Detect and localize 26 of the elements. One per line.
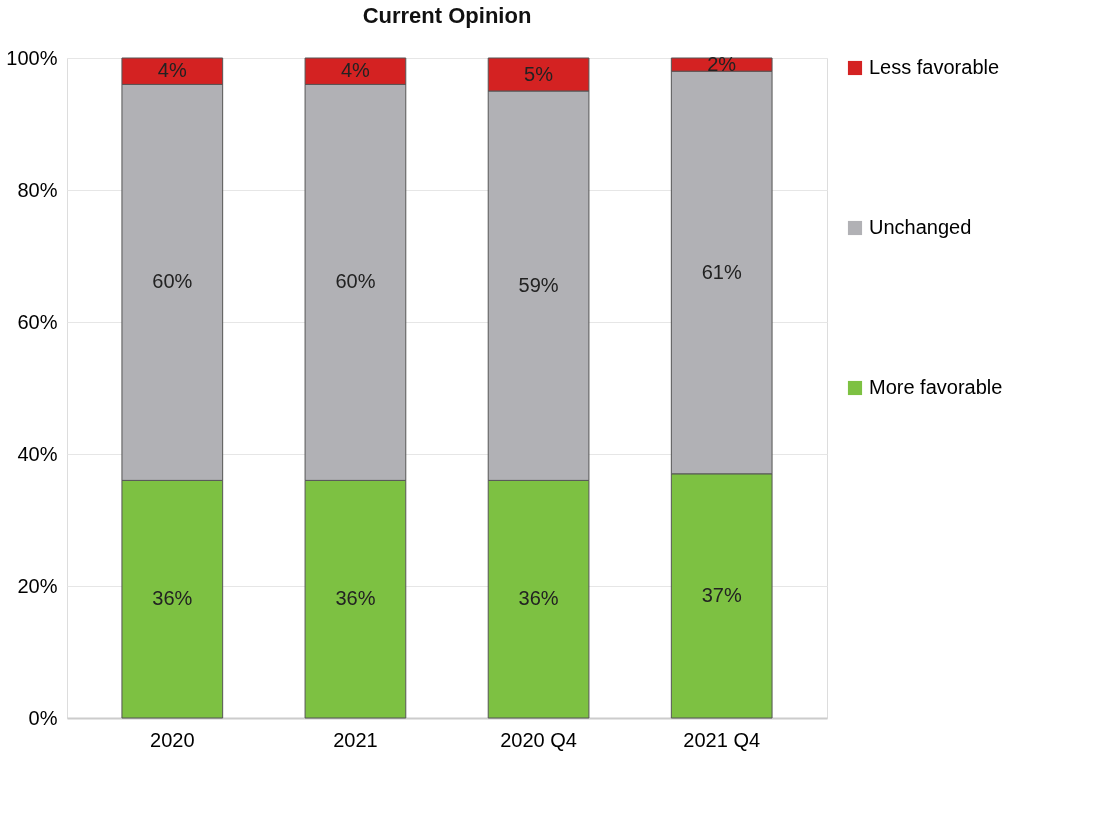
y-tick-label: 100%	[6, 46, 58, 69]
y-tick-label: 0%	[28, 706, 58, 729]
data-label: 4%	[340, 59, 371, 82]
x-tick-label: 2020	[150, 728, 195, 751]
y-tick-label: 80%	[17, 178, 58, 201]
data-label: 36%	[518, 587, 559, 610]
x-tick-label: 2021	[333, 728, 378, 751]
legend-label: Less favorable	[869, 56, 1000, 78]
data-label: 5%	[524, 62, 554, 85]
legend-label: More favorable	[869, 376, 1003, 398]
data-label: 2%	[707, 52, 737, 75]
data-label: 4%	[157, 59, 187, 82]
data-label: 59%	[518, 273, 559, 296]
data-label: 36%	[335, 587, 376, 610]
y-tick-label: 60%	[17, 310, 58, 333]
data-label: 60%	[335, 270, 376, 293]
y-tick-label: 20%	[17, 574, 58, 597]
data-label: 37%	[701, 583, 742, 606]
data-label: 60%	[152, 270, 193, 293]
data-label: 36%	[152, 587, 193, 610]
x-tick-label: 2020 Q4	[500, 728, 577, 751]
data-label: 61%	[701, 260, 742, 283]
x-tick-label: 2021 Q4	[683, 728, 761, 751]
y-tick-label: 40%	[17, 442, 58, 465]
chart-title: Current Opinion	[362, 3, 532, 28]
legend-label: Unchanged	[869, 216, 972, 238]
